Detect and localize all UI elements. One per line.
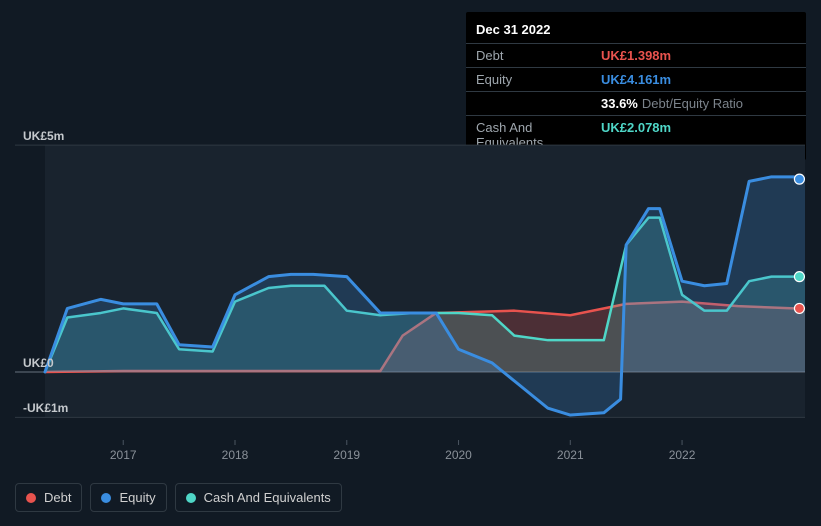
circle-icon <box>186 493 196 503</box>
x-axis-label: 2017 <box>110 448 137 462</box>
tooltip-row-equity: Equity UK£4.161m <box>466 67 806 91</box>
chart-area[interactable]: UK£5m UK£0 -UK£1m 2017 2018 2019 2020 2021 2022 <box>15 118 805 468</box>
circle-icon <box>26 493 36 503</box>
circle-icon <box>101 493 111 503</box>
y-axis-label: -UK£1m <box>23 401 68 415</box>
legend: Debt Equity Cash And Equivalents <box>15 483 342 512</box>
legend-item-debt[interactable]: Debt <box>15 483 82 512</box>
tooltip-value: UK£4.161m <box>601 72 671 87</box>
tooltip-date: Dec 31 2022 <box>466 18 806 43</box>
legend-item-cash[interactable]: Cash And Equivalents <box>175 483 342 512</box>
y-axis-label: UK£5m <box>23 129 64 143</box>
tooltip-ratio-text: Debt/Equity Ratio <box>642 96 743 111</box>
tooltip-ratio-pct: 33.6% <box>601 96 638 111</box>
tooltip-label: Debt <box>476 48 601 63</box>
tooltip-row-debt: Debt UK£1.398m <box>466 43 806 67</box>
x-axis-label: 2021 <box>557 448 584 462</box>
legend-label: Debt <box>44 490 71 505</box>
tooltip-value: UK£1.398m <box>601 48 671 63</box>
legend-label: Equity <box>119 490 155 505</box>
tooltip-label: Equity <box>476 72 601 87</box>
x-axis-label: 2020 <box>445 448 472 462</box>
chart-svg <box>15 118 805 468</box>
tooltip-label <box>476 96 601 111</box>
tooltip-row-ratio: 33.6% Debt/Equity Ratio <box>466 91 806 115</box>
x-axis-label: 2022 <box>669 448 696 462</box>
legend-item-equity[interactable]: Equity <box>90 483 166 512</box>
y-axis-label: UK£0 <box>23 356 54 370</box>
x-axis-label: 2019 <box>333 448 360 462</box>
x-axis-label: 2018 <box>222 448 249 462</box>
legend-label: Cash And Equivalents <box>204 490 331 505</box>
